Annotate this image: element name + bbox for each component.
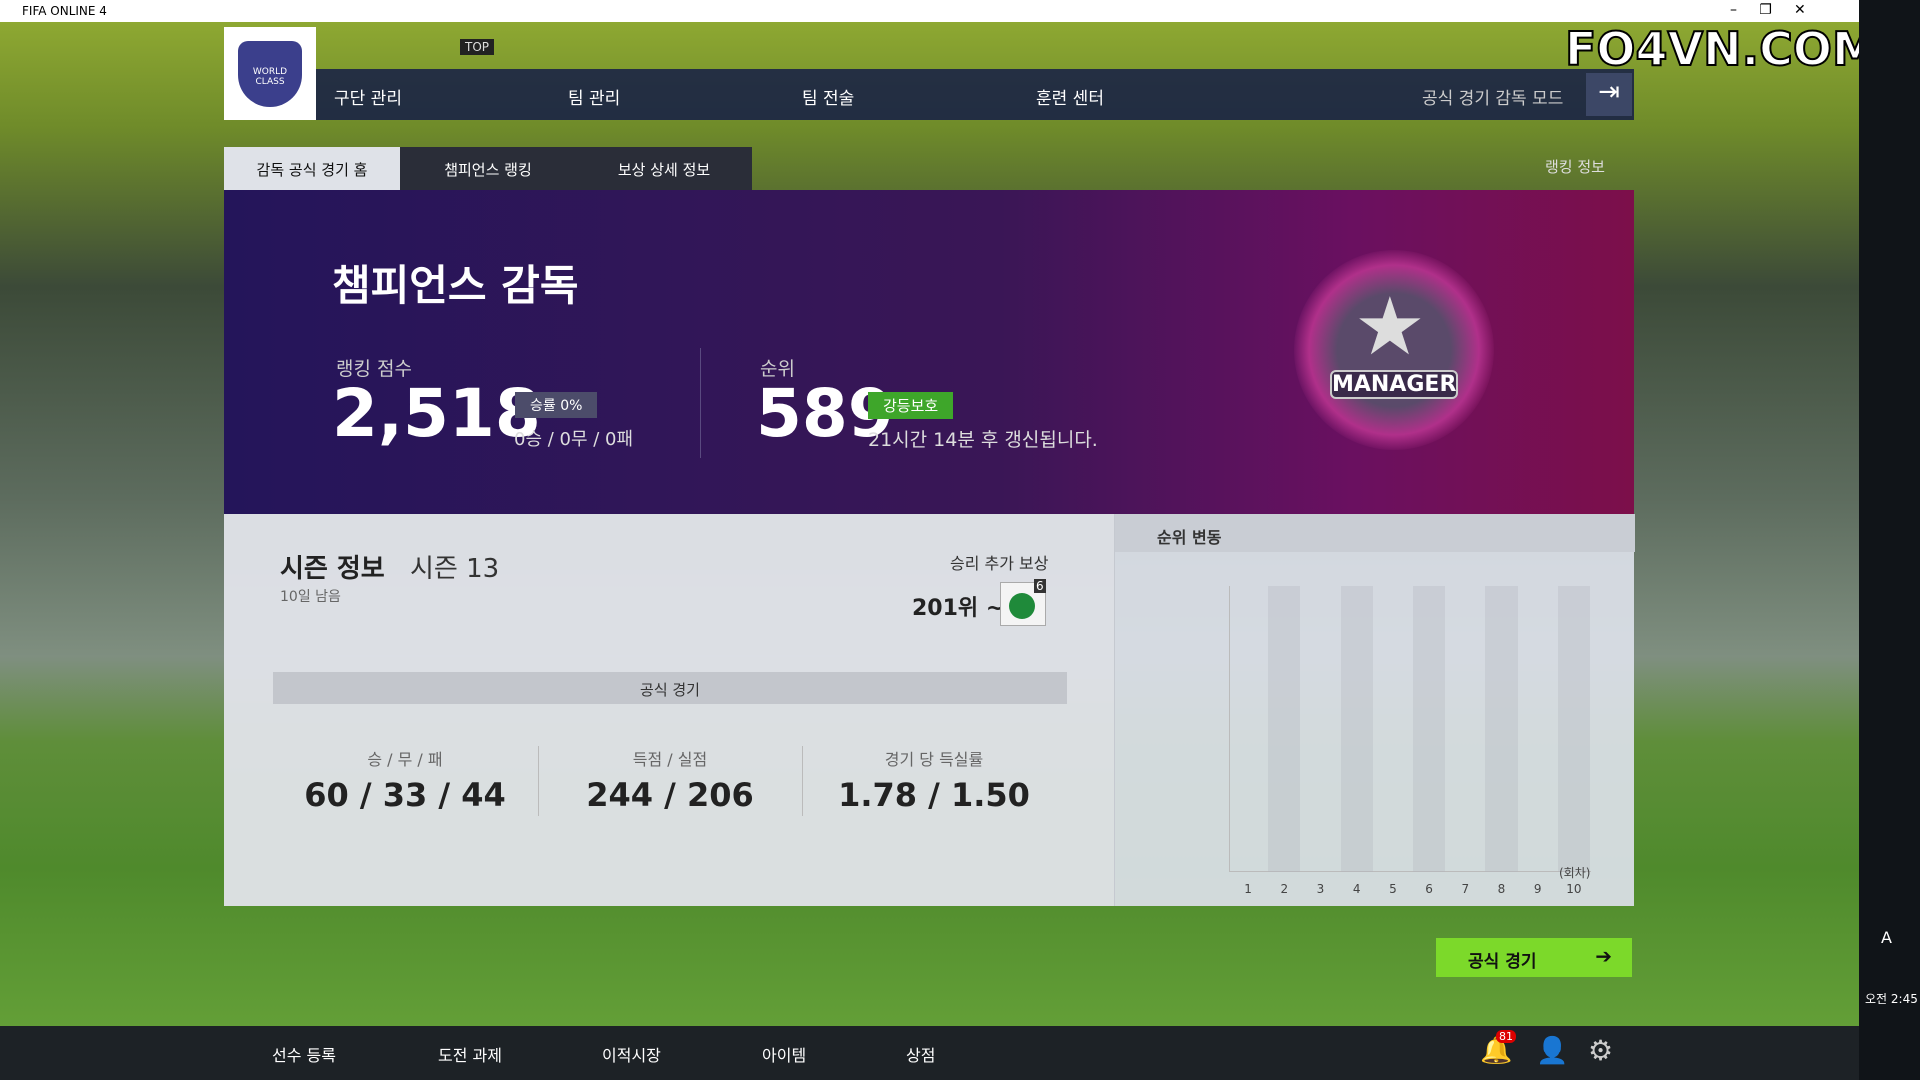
taskbar: A 오전 2:45	[1859, 0, 1920, 1080]
menu-item[interactable]: 상점	[906, 1046, 936, 1065]
tab[interactable]: 챔피언스 랭킹	[400, 147, 576, 190]
nav-item[interactable]: 팀 전술	[802, 89, 855, 109]
stat-value: 1.78 / 1.50	[838, 776, 1030, 814]
menu-item[interactable]: 아이템	[762, 1046, 807, 1065]
menu-item[interactable]: 도전 과제	[438, 1046, 502, 1065]
badge: WORLD CLASS	[238, 41, 302, 107]
score: 2,518	[332, 375, 541, 452]
nav-bar: 구단 관리 팀 관리 팀 전술 훈련 센터 공식 경기 감독 모드 ⇥	[316, 69, 1634, 120]
logo-box: WORLD CLASS	[224, 27, 316, 120]
star: ★	[1354, 280, 1426, 373]
update-note: 21시간 14분 후 갱신됩니다.	[868, 429, 1098, 451]
win-rate: 승률 0%	[515, 392, 598, 418]
season-panel: 시즌 정보 시즌 13 10일 남음 승리 추가 보상 201위 ~ 6 공식 …	[224, 514, 1114, 906]
x-tick-label: 2	[1280, 882, 1289, 896]
notification-count: 81	[1496, 1030, 1516, 1043]
x-tick-label: 5	[1389, 882, 1397, 896]
protect-tag: 강등보호	[868, 392, 954, 419]
tab[interactable]: 보상 상세 정보	[576, 147, 752, 190]
x-tick-label: 6	[1425, 882, 1433, 896]
x-tick-label: 9	[1533, 882, 1542, 896]
watermark: FO4VN.COM	[1564, 21, 1879, 77]
official-header: 공식 경기	[273, 672, 1067, 704]
nav-item[interactable]: 훈련 센터	[1036, 89, 1104, 109]
rank-change-panel: 순위 변동 1 2 3 4 5 6 7 8 9 10 (회차)	[1114, 514, 1635, 906]
rank-change-title: 순위 변동	[1157, 528, 1222, 547]
emblem-label: MANAGER	[1330, 370, 1458, 399]
bottom-bar: 선수 등록 도전 과제 이적시장 아이템 상점 🔔 81 👤 ⚙	[0, 1026, 1859, 1080]
reward-count: 6	[1034, 579, 1046, 593]
stat-label: 득점 / 실점	[632, 750, 708, 769]
stat-label: 경기 당 득실률	[884, 750, 984, 769]
reward-rank: 201위 ~	[912, 596, 1005, 621]
menu-item[interactable]: 선수 등록	[272, 1046, 336, 1065]
season-number: 시즌 13	[410, 554, 500, 584]
divider	[802, 746, 803, 816]
nav-item[interactable]: 팀 관리	[568, 89, 621, 109]
mode-link[interactable]: 공식 경기 감독 모드	[1422, 89, 1564, 109]
x-tick-label: 4	[1352, 882, 1361, 896]
x-tick-label: 10	[1566, 882, 1582, 896]
x-tick-label: 8	[1497, 882, 1506, 896]
grid-column	[1340, 586, 1373, 872]
menu-item[interactable]: 이적시장	[602, 1046, 661, 1065]
season-title: 시즌 정보	[280, 554, 385, 584]
settings-icon[interactable]: ⚙	[1588, 1034, 1614, 1067]
record: 0승 / 0무 / 0패	[514, 429, 634, 450]
reward-label: 승리 추가 보상	[950, 554, 1049, 573]
arrow: ➔	[1595, 944, 1612, 968]
grid-column	[1557, 586, 1590, 872]
profile-icon[interactable]: 👤	[1536, 1036, 1569, 1066]
grid-column	[1413, 586, 1446, 872]
score-label: 랭킹 점수	[336, 358, 412, 380]
x-tick-label: 1	[1244, 882, 1252, 896]
clock: 오전 2:45	[1865, 992, 1918, 1006]
divider	[700, 348, 701, 458]
coin	[1009, 593, 1035, 619]
window-title: FIFA ONLINE 4	[22, 4, 107, 18]
button-label: 공식 경기	[1468, 952, 1537, 972]
window-controls[interactable]: – ❐ ✕	[1730, 2, 1806, 18]
divider	[538, 746, 539, 816]
stat-value: 60 / 33 / 44	[304, 776, 506, 814]
exit-icon[interactable]: ⇥	[1586, 73, 1632, 116]
hero-panel: 챔피언스 감독 랭킹 점수 2,518 승률 0% 0승 / 0무 / 0패 순…	[224, 190, 1634, 514]
rank-change-header	[1115, 514, 1635, 552]
x-tick-label: 3	[1316, 882, 1325, 896]
stat-label: 승 / 무 / 패	[367, 750, 443, 769]
top-tag: TOP	[460, 39, 495, 55]
nav-item[interactable]: 구단 관리	[334, 89, 402, 109]
play-button[interactable]: 공식 경기 ➔	[1436, 938, 1632, 977]
x-unit: (회차)	[1559, 866, 1591, 880]
x-tick-label: 7	[1461, 882, 1470, 896]
title-bar: FIFA ONLINE 4	[0, 0, 1859, 22]
hero-title: 챔피언스 감독	[332, 261, 579, 310]
grid-column	[1268, 586, 1301, 872]
season-remaining: 10일 남음	[280, 589, 341, 605]
grid-column	[1485, 586, 1518, 872]
tab-active[interactable]: 감독 공식 경기 홈	[224, 147, 400, 190]
emblem: ★ MANAGER	[1294, 250, 1494, 450]
ime: A	[1881, 928, 1892, 947]
stat-value: 244 / 206	[586, 776, 754, 814]
reward-icon[interactable]: 6	[1000, 579, 1046, 626]
plot-area: 1 2 3 4 5 6 7 8 9 10	[1229, 586, 1591, 896]
rank-label: 순위	[760, 358, 795, 380]
ranking-info[interactable]: 랭킹 정보	[1545, 158, 1605, 176]
